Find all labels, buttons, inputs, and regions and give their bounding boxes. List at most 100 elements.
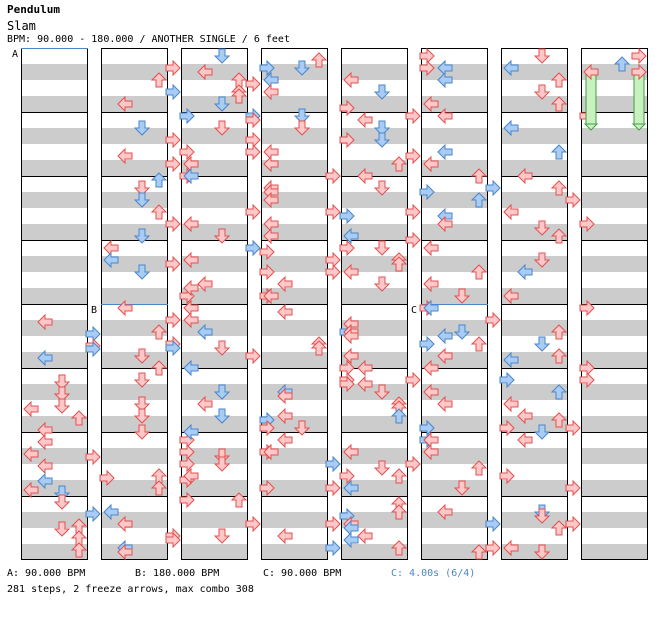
right-arrow-icon xyxy=(325,455,341,473)
left-arrow-icon xyxy=(37,433,53,451)
left-arrow-icon xyxy=(343,71,359,89)
up-arrow-icon xyxy=(70,542,88,558)
beat-stripe xyxy=(341,96,408,112)
left-arrow-icon xyxy=(183,359,199,377)
left-arrow-icon xyxy=(37,457,53,475)
down-arrow-icon xyxy=(133,120,151,136)
left-arrow-icon xyxy=(343,531,359,549)
down-arrow-icon xyxy=(133,180,151,196)
left-arrow-icon xyxy=(117,515,133,533)
right-arrow-icon xyxy=(165,131,181,149)
beat-stripe xyxy=(341,160,408,176)
beat-stripe xyxy=(501,384,568,400)
down-arrow-icon xyxy=(213,48,231,64)
down-arrow-icon xyxy=(53,386,71,402)
right-arrow-icon xyxy=(405,371,421,389)
down-arrow-icon xyxy=(213,120,231,136)
right-arrow-icon xyxy=(419,59,435,77)
up-arrow-icon xyxy=(470,264,488,280)
left-arrow-icon xyxy=(517,407,533,425)
up-arrow-icon xyxy=(470,460,488,476)
left-arrow-icon xyxy=(117,147,133,165)
beat-stripe xyxy=(581,416,648,432)
beat-stripe xyxy=(421,224,488,240)
right-arrow-icon xyxy=(245,75,261,93)
down-arrow-icon xyxy=(53,398,71,414)
down-arrow-icon xyxy=(213,228,231,244)
section-label-a: A xyxy=(12,49,19,60)
beat-stripe xyxy=(341,192,408,208)
beat-stripe xyxy=(21,192,88,208)
beat-stripe xyxy=(261,128,328,144)
beat-stripe xyxy=(581,384,648,400)
up-arrow-icon xyxy=(550,384,568,400)
left-arrow-icon xyxy=(277,431,293,449)
left-arrow-icon xyxy=(357,111,373,129)
left-arrow-icon xyxy=(423,155,439,173)
beat-stripe xyxy=(501,480,568,496)
right-arrow-icon xyxy=(325,167,341,185)
beat-stripe xyxy=(341,544,408,560)
down-arrow-icon xyxy=(293,108,311,124)
left-arrow-icon xyxy=(423,299,439,317)
down-arrow-icon xyxy=(133,228,151,244)
right-arrow-icon xyxy=(245,347,261,365)
beat-stripe xyxy=(181,416,248,432)
beat-stripe xyxy=(21,512,88,528)
left-arrow-icon xyxy=(103,503,119,521)
up-arrow-icon xyxy=(550,96,568,112)
section-label-b: B xyxy=(91,305,98,316)
beat-stripe xyxy=(21,384,88,400)
down-arrow-icon xyxy=(373,240,391,256)
beat-stripe xyxy=(421,320,488,336)
up-arrow-icon xyxy=(150,72,168,88)
right-arrow-icon xyxy=(245,515,261,533)
down-arrow-icon xyxy=(293,60,311,76)
down-arrow-icon xyxy=(213,528,231,544)
right-arrow-icon xyxy=(99,469,115,487)
right-arrow-icon xyxy=(631,47,647,65)
up-arrow-icon xyxy=(150,360,168,376)
left-arrow-icon xyxy=(277,527,293,545)
up-arrow-icon xyxy=(550,412,568,428)
left-arrow-icon xyxy=(103,251,119,269)
right-arrow-icon xyxy=(85,340,101,358)
beat-stripe xyxy=(261,96,328,112)
down-arrow-icon xyxy=(213,340,231,356)
right-arrow-icon xyxy=(565,191,581,209)
right-arrow-icon xyxy=(259,243,275,261)
left-arrow-icon xyxy=(503,351,519,369)
beat-stripe xyxy=(261,64,328,80)
down-arrow-icon xyxy=(453,324,471,340)
left-arrow-icon xyxy=(183,251,199,269)
left-arrow-icon xyxy=(437,71,453,89)
up-arrow-icon xyxy=(470,168,488,184)
beat-stripe xyxy=(21,352,88,368)
beat-stripe xyxy=(581,320,648,336)
right-arrow-icon xyxy=(179,491,195,509)
left-arrow-icon xyxy=(423,359,439,377)
beat-stripe xyxy=(421,128,488,144)
down-arrow-icon xyxy=(533,544,551,560)
chart-stats: 281 steps, 2 freeze arrows, max combo 30… xyxy=(7,584,254,595)
right-arrow-icon xyxy=(405,147,421,165)
up-arrow-icon xyxy=(550,180,568,196)
beat-stripe xyxy=(181,192,248,208)
down-arrow-icon xyxy=(53,374,71,390)
left-arrow-icon xyxy=(517,167,533,185)
beat-stripe xyxy=(181,288,248,304)
chart-column xyxy=(101,48,168,560)
up-arrow-icon xyxy=(550,348,568,364)
beat-stripe xyxy=(101,128,168,144)
left-arrow-icon xyxy=(503,119,519,137)
beat-stripe xyxy=(501,256,568,272)
right-arrow-icon xyxy=(565,515,581,533)
down-arrow-icon xyxy=(373,460,391,476)
chart-meta: BPM: 90.000 - 180.000 / ANOTHER SINGLE /… xyxy=(7,34,290,45)
down-arrow-icon xyxy=(373,132,391,148)
down-arrow-icon xyxy=(293,120,311,136)
beat-stripe xyxy=(101,160,168,176)
down-arrow-icon xyxy=(133,396,151,412)
beat-stripe xyxy=(421,416,488,432)
left-arrow-icon xyxy=(437,327,453,345)
